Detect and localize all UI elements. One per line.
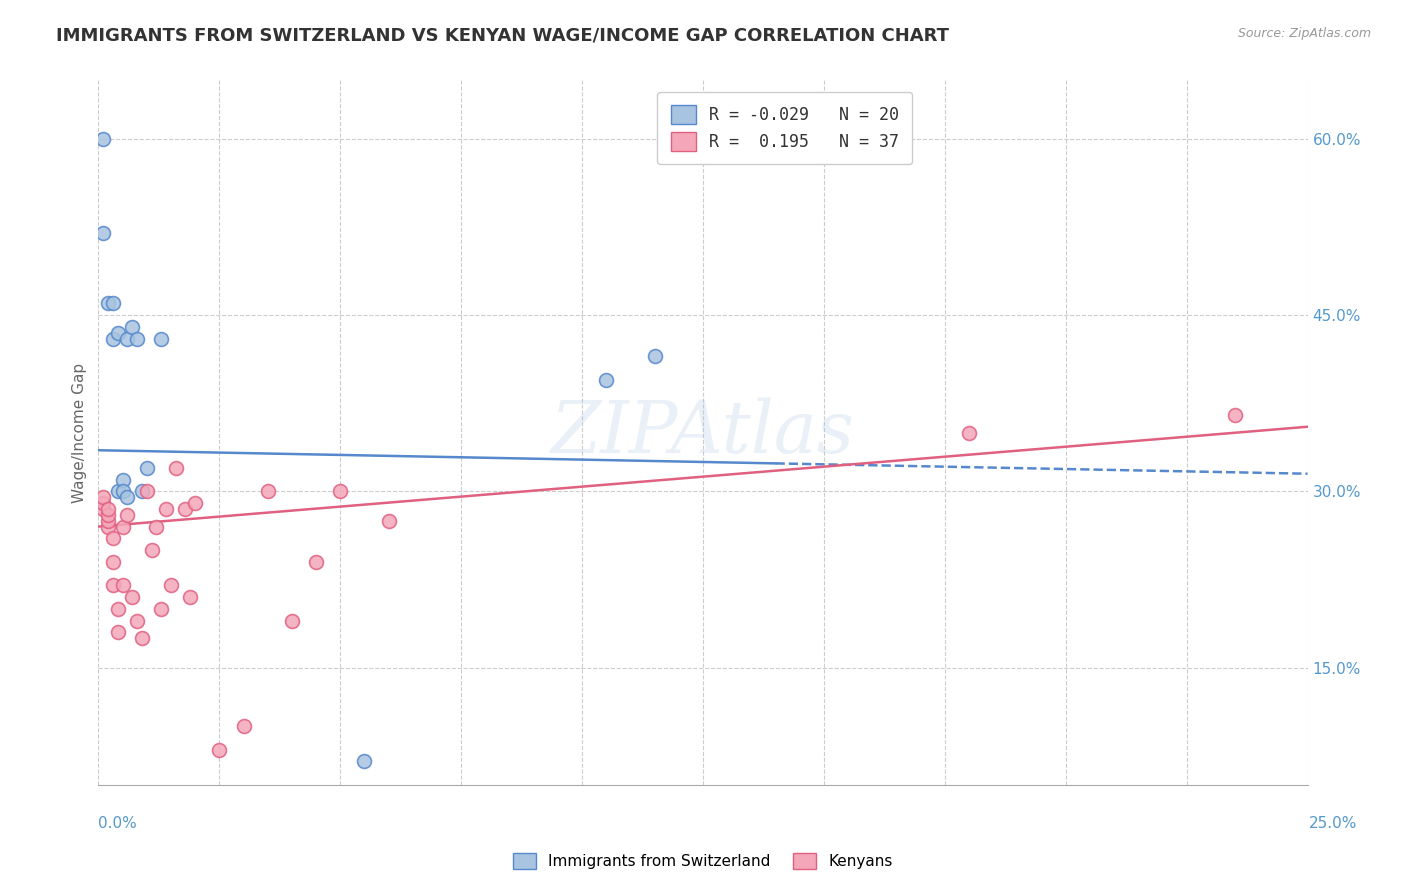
Point — [174, 502, 197, 516]
Point — [150, 332, 173, 346]
Point — [111, 484, 134, 499]
Point — [107, 484, 129, 499]
Point — [101, 578, 124, 592]
Point — [595, 373, 617, 387]
Point — [305, 555, 328, 569]
Y-axis label: Wage/Income Gap: Wage/Income Gap — [72, 362, 87, 503]
Point — [377, 514, 399, 528]
Point — [1223, 408, 1246, 422]
Point — [256, 484, 278, 499]
Point — [131, 484, 153, 499]
Point — [353, 755, 375, 769]
Point — [91, 226, 114, 240]
Point — [97, 296, 120, 310]
Point — [127, 614, 149, 628]
Point — [131, 631, 153, 645]
Point — [127, 332, 149, 346]
Point — [329, 484, 352, 499]
Point — [97, 514, 120, 528]
Point — [97, 508, 120, 522]
Text: ZIPAtlas: ZIPAtlas — [551, 397, 855, 468]
Point — [91, 490, 114, 504]
Point — [107, 601, 129, 615]
Text: Source: ZipAtlas.com: Source: ZipAtlas.com — [1237, 27, 1371, 40]
Point — [111, 473, 134, 487]
Point — [121, 590, 143, 604]
Point — [101, 296, 124, 310]
Legend: R = -0.029   N = 20, R =  0.195   N = 37: R = -0.029 N = 20, R = 0.195 N = 37 — [658, 92, 912, 164]
Point — [91, 502, 114, 516]
Point — [179, 590, 201, 604]
Point — [91, 132, 114, 146]
Point — [117, 332, 139, 346]
Point — [91, 496, 114, 510]
Point — [97, 502, 120, 516]
Point — [232, 719, 254, 733]
Point — [121, 319, 143, 334]
Point — [101, 332, 124, 346]
Point — [141, 543, 163, 558]
Legend: Immigrants from Switzerland, Kenyans: Immigrants from Switzerland, Kenyans — [508, 847, 898, 875]
Point — [117, 508, 139, 522]
Point — [111, 519, 134, 533]
Point — [135, 484, 157, 499]
Point — [135, 460, 157, 475]
Point — [145, 519, 167, 533]
Point — [208, 742, 231, 756]
Point — [107, 625, 129, 640]
Point — [184, 496, 207, 510]
Text: 0.0%: 0.0% — [98, 816, 138, 831]
Point — [150, 601, 173, 615]
Point — [97, 519, 120, 533]
Point — [111, 578, 134, 592]
Point — [160, 578, 183, 592]
Point — [957, 425, 980, 440]
Point — [644, 349, 666, 363]
Point — [101, 531, 124, 545]
Text: IMMIGRANTS FROM SWITZERLAND VS KENYAN WAGE/INCOME GAP CORRELATION CHART: IMMIGRANTS FROM SWITZERLAND VS KENYAN WA… — [56, 27, 949, 45]
Point — [281, 614, 304, 628]
Text: 25.0%: 25.0% — [1309, 816, 1357, 831]
Point — [155, 502, 177, 516]
Point — [101, 555, 124, 569]
Point — [165, 460, 187, 475]
Point — [107, 326, 129, 340]
Point — [117, 490, 139, 504]
Point — [402, 789, 425, 804]
